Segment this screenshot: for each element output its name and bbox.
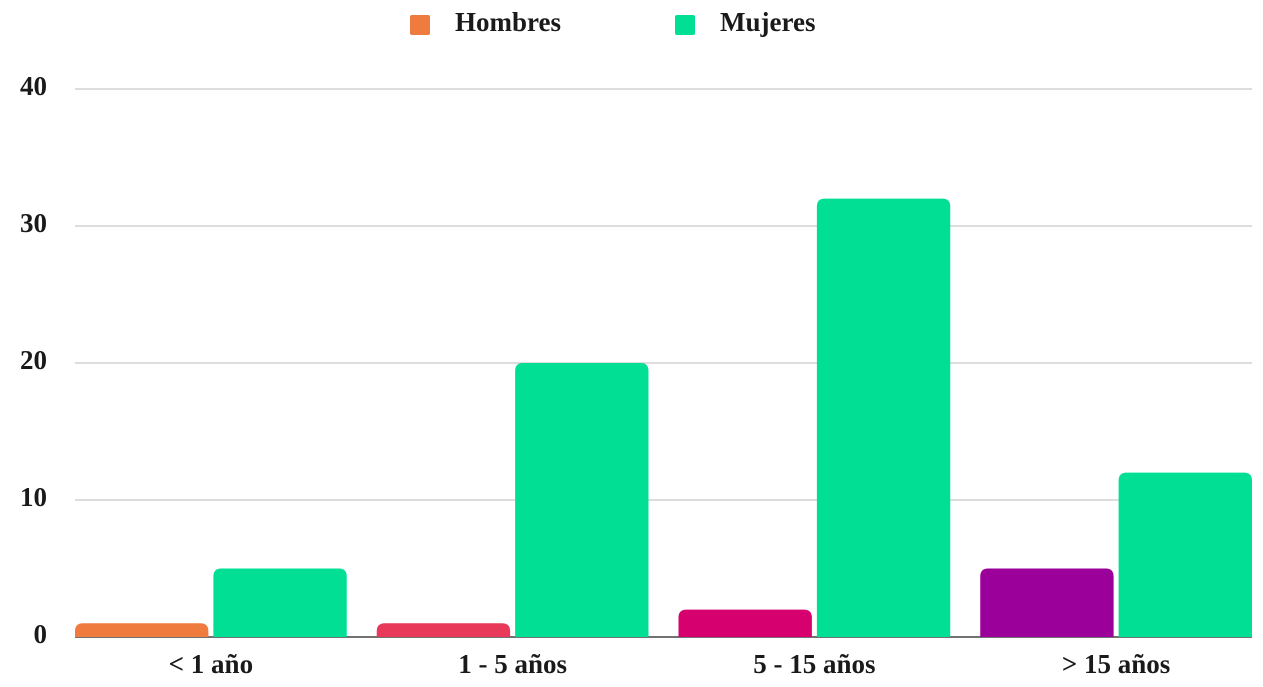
bar [980, 568, 1114, 637]
legend-label: Hombres [455, 7, 561, 37]
bar [213, 568, 347, 637]
bar [515, 363, 649, 637]
legend-swatch [675, 15, 695, 35]
bar [75, 623, 209, 637]
y-tick-label: 0 [34, 619, 48, 649]
bar [376, 623, 511, 637]
y-tick-label: 20 [20, 345, 47, 375]
bar [1118, 472, 1252, 637]
bar [816, 198, 951, 637]
x-tick-label: 5 - 15 años [753, 649, 875, 679]
y-tick-label: 10 [20, 482, 47, 512]
y-tick-label: 40 [20, 71, 47, 101]
x-tick-label: < 1 año [169, 649, 253, 679]
legend-swatch [410, 15, 430, 35]
x-tick-label: > 15 años [1062, 649, 1170, 679]
legend-label: Mujeres [720, 7, 815, 37]
bar [678, 609, 812, 637]
x-tick-label: 1 - 5 años [458, 649, 567, 679]
y-tick-label: 30 [20, 208, 47, 238]
